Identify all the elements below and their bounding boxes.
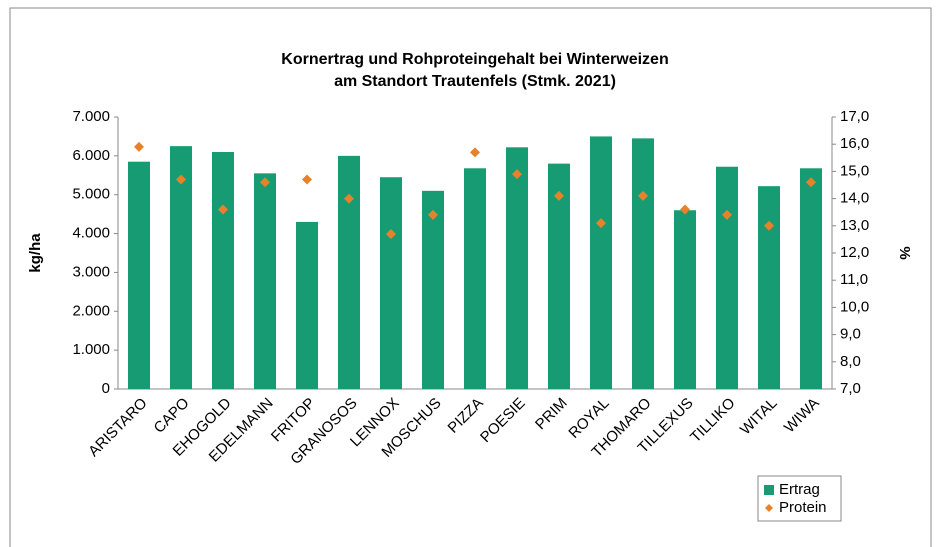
protein-marker: [176, 174, 186, 185]
protein-marker: [218, 204, 228, 215]
y-axis-label: kg/ha: [27, 233, 44, 273]
chart-border: [9, 7, 932, 547]
protein-marker: [638, 190, 648, 201]
protein-marker: [722, 209, 732, 220]
x-tick-label: TILLIKO: [687, 395, 739, 447]
x-tick-label: ARISTARO: [85, 395, 150, 460]
protein-marker: [302, 174, 312, 185]
bar: [422, 190, 444, 389]
protein-marker: [764, 220, 774, 231]
protein-marker: [260, 177, 270, 188]
y-tick-label: 3.000: [72, 263, 110, 280]
bar: [590, 136, 612, 389]
x-tick-label: WIWA: [781, 395, 823, 437]
bar: [338, 155, 360, 389]
bar: [800, 168, 822, 389]
y2-tick-label: 8,0: [840, 353, 861, 370]
legend-box: [757, 475, 842, 522]
legend-label: Protein: [779, 499, 827, 516]
protein-marker: [554, 190, 564, 201]
bar: [632, 138, 654, 389]
y-tick-label: 4.000: [72, 225, 110, 242]
chart-title: Kornertrag und Rohproteingehalt bei Wint…: [281, 51, 668, 68]
y2-tick-label: 14,0: [840, 190, 869, 207]
x-tick-label: WITAL: [737, 395, 781, 439]
legend-marker: [765, 504, 773, 512]
bar: [170, 146, 192, 389]
bar: [548, 163, 570, 389]
y2-tick-label: 10,0: [840, 298, 869, 315]
y-tick-label: 6.000: [72, 147, 110, 164]
bar: [380, 177, 402, 389]
y-tick-label: 2.000: [72, 302, 110, 319]
bar: [254, 173, 276, 389]
legend-label: Ertrag: [779, 481, 820, 498]
bar: [296, 221, 318, 389]
y2-tick-label: 15,0: [840, 162, 869, 179]
y2-tick-label: 16,0: [840, 135, 869, 152]
bar: [464, 168, 486, 389]
bar: [674, 210, 696, 389]
y2-axis-label: %: [896, 246, 913, 259]
y-tick-label: 7.000: [72, 108, 110, 125]
protein-marker: [470, 147, 480, 158]
y2-tick-label: 7,0: [840, 380, 861, 397]
y2-tick-label: 13,0: [840, 217, 869, 234]
protein-marker: [344, 193, 354, 204]
protein-marker: [680, 204, 690, 215]
protein-marker: [386, 228, 396, 239]
y2-tick-label: 12,0: [840, 244, 869, 261]
x-tick-label: PRIM: [532, 395, 571, 434]
bar: [716, 166, 738, 389]
bar: [758, 186, 780, 389]
chart-title: am Standort Trautenfels (Stmk. 2021): [334, 73, 616, 90]
protein-marker: [806, 177, 816, 188]
y-tick-label: 0: [102, 380, 110, 397]
protein-marker: [596, 218, 606, 229]
y2-tick-label: 17,0: [840, 108, 869, 125]
bar: [212, 151, 234, 389]
protein-marker: [512, 169, 522, 180]
x-tick-label: POESIE: [477, 395, 529, 447]
y2-tick-label: 11,0: [840, 271, 868, 288]
y-tick-label: 1.000: [72, 341, 110, 358]
y2-tick-label: 9,0: [840, 326, 861, 343]
y-tick-label: 5.000: [72, 186, 110, 203]
protein-marker: [428, 209, 438, 220]
bar: [128, 161, 150, 389]
protein-marker: [134, 141, 144, 152]
bar: [506, 147, 528, 389]
legend-marker: [764, 485, 774, 495]
